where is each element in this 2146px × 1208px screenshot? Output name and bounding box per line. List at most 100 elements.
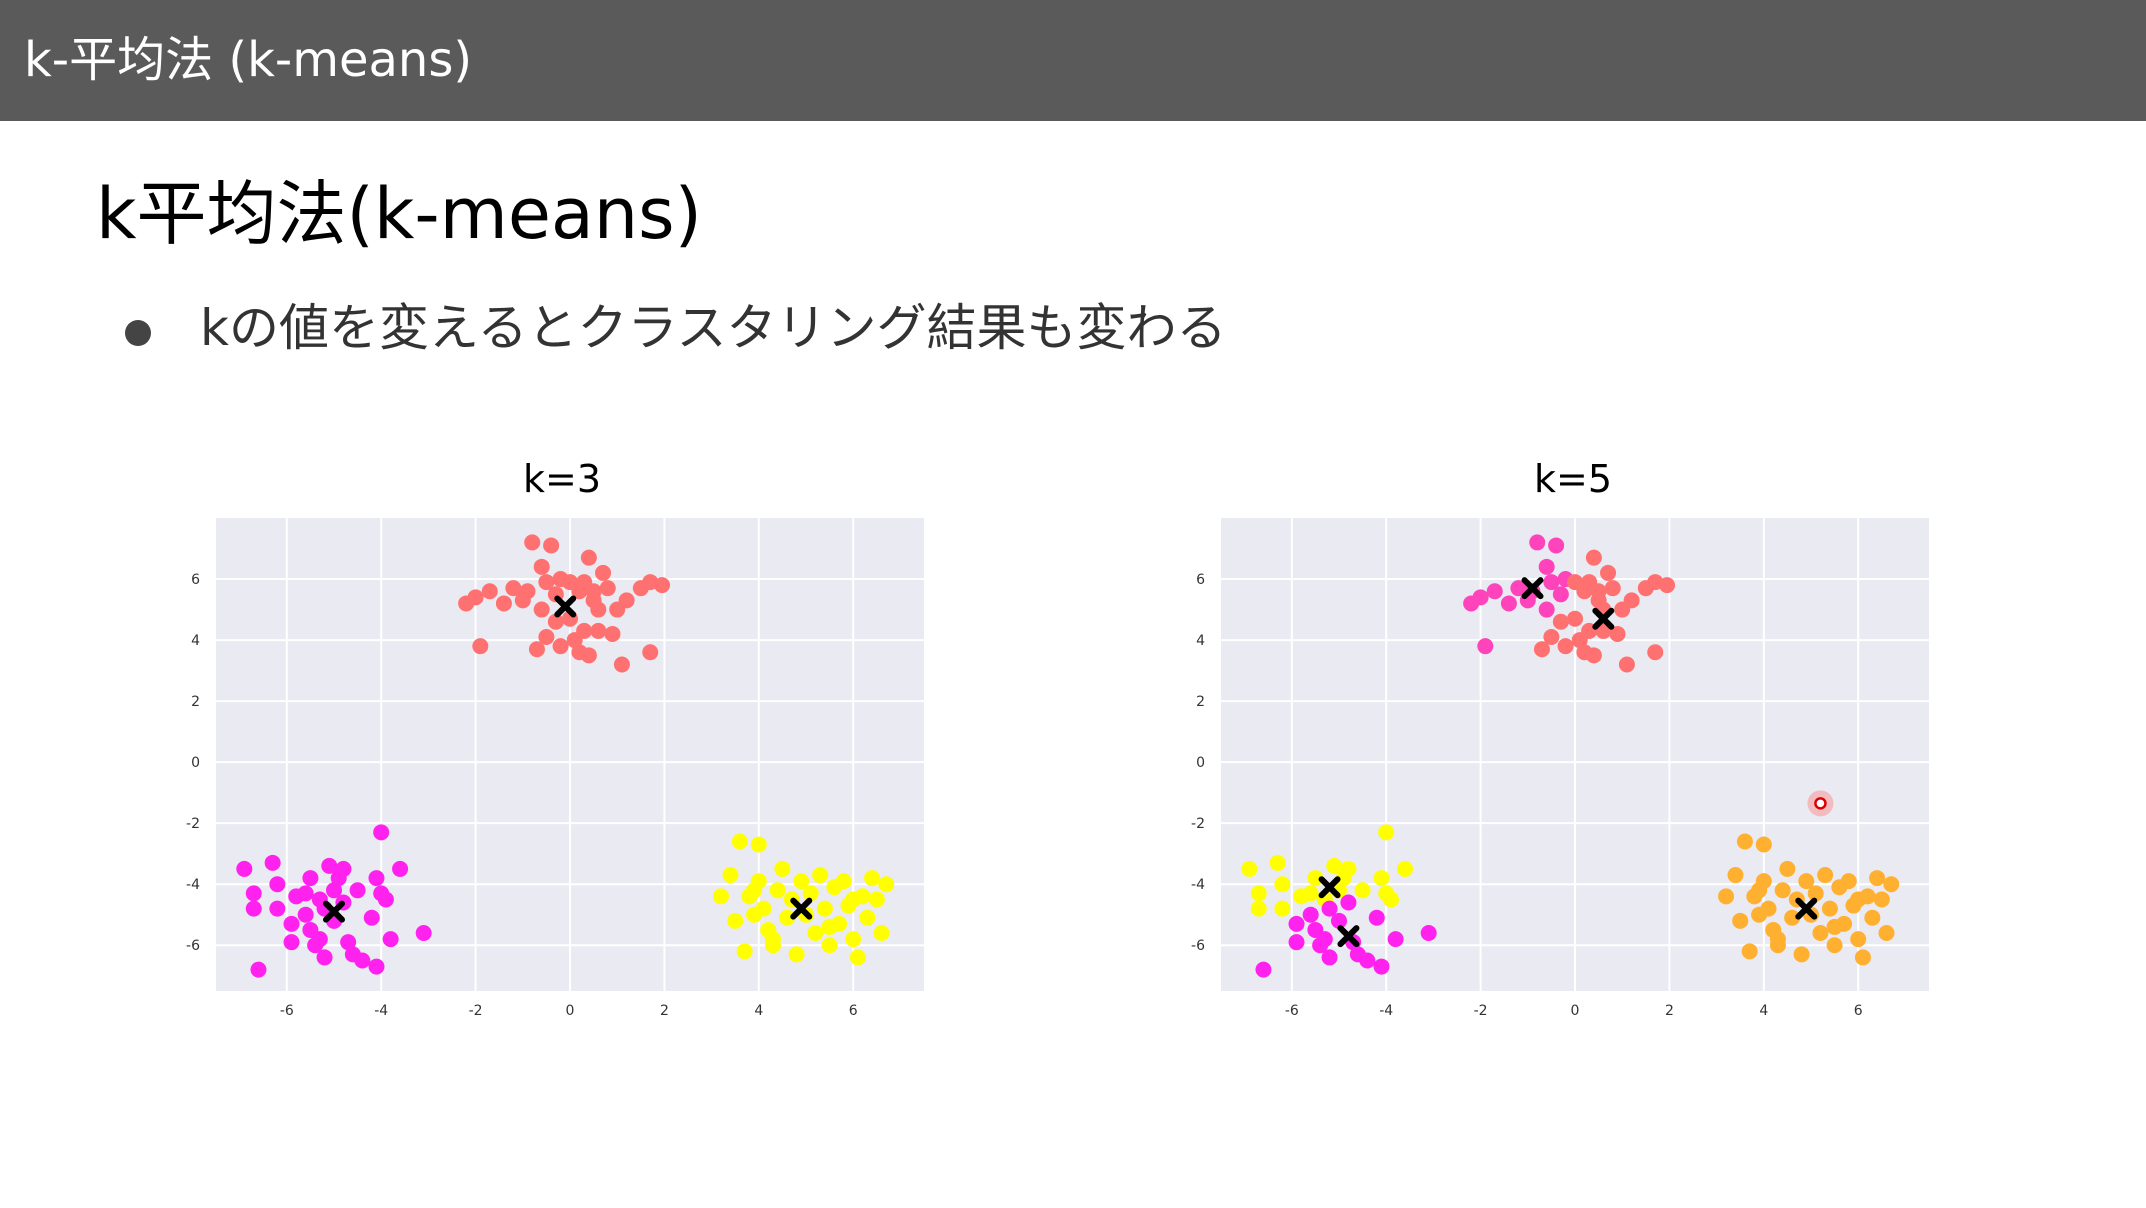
centroids [323,595,813,923]
data-point [382,931,399,948]
x-tick-label: -6 [1285,1003,1299,1019]
centroid-marker [1337,925,1360,948]
y-tick-label: 6 [1196,572,1205,588]
data-point [519,583,536,600]
centroid-marker [1521,577,1544,600]
data-point [1604,580,1621,597]
data-point [654,577,671,594]
data-point [1760,900,1777,917]
data-point [1302,906,1319,923]
data-point [1472,589,1489,606]
data-point [764,931,781,948]
data-point [845,931,862,948]
data-point [245,885,262,902]
chart-title-k3: k=3 [522,457,602,501]
scatter-chart-k5: -6 -4 -2 0 2 4 6 6 4 2 0 -2 -4 -6 [1191,518,1929,1019]
data-point [1609,625,1626,642]
data-point [363,909,380,926]
data-point [807,925,824,942]
data-point [1354,882,1371,899]
centroid-stroke [1318,876,1341,899]
data-point [1854,949,1871,966]
centroid-stroke [1592,607,1615,630]
data-point [1557,638,1574,655]
data-point [1382,891,1399,908]
data-point [368,958,385,975]
data-point [1420,925,1437,942]
data-point [835,873,852,890]
centroid-marker [1318,876,1341,899]
data-point [236,860,253,877]
data-point [1590,583,1607,600]
data-point [1732,912,1749,929]
centroid-stroke [1337,925,1360,948]
data-point [335,860,352,877]
x-tick-label: -4 [1379,1003,1393,1019]
data-point [1873,891,1890,908]
y-tick-label: -4 [1191,877,1205,893]
data-point [779,909,796,926]
data-point [1500,595,1517,612]
data-point [283,915,300,932]
data-point [1840,873,1857,890]
data-points [236,534,895,978]
centroid-stroke [323,900,345,923]
data-point [821,918,838,935]
x-tick-label: 4 [1759,1003,1768,1019]
data-point [859,909,876,926]
data-point [538,629,555,646]
data-point [1878,925,1895,942]
data-point [1718,888,1735,905]
data-point [1543,629,1560,646]
data-point [354,952,371,969]
data-point [580,549,597,566]
data-point [316,949,333,966]
y-tick-label: -2 [186,816,200,832]
y-tick-label: 0 [191,755,200,771]
data-point [264,854,281,871]
data-point [1378,824,1395,841]
data-point [1255,961,1272,978]
data-point [311,931,328,948]
data-point [873,925,890,942]
chart-title-k5: k=5 [1533,457,1613,501]
x-tick-label: 2 [660,1003,669,1019]
data-point [590,601,607,618]
centroids [1318,577,1818,948]
data-point [1850,891,1867,908]
cursor-indicator [1807,790,1834,817]
y-tick-label: 2 [1196,694,1205,710]
data-point [750,836,767,853]
data-point [1548,537,1565,554]
data-point [245,900,262,917]
data-point [302,870,319,887]
data-point [566,632,583,649]
data-point [599,580,616,597]
data-point [1241,860,1258,877]
data-point [269,900,286,917]
data-point [1618,656,1635,673]
y-tick-label: 6 [191,572,200,588]
x-tick-label: 2 [1665,1003,1674,1019]
data-point [505,580,522,597]
centroid-stroke [790,897,813,920]
data-point [1359,952,1376,969]
data-point [552,638,569,655]
data-point [590,622,607,639]
data-point [816,900,833,917]
data-point [321,857,338,874]
data-point [812,867,829,884]
data-point [1288,934,1305,951]
data-point [1321,900,1338,917]
data-point [392,860,409,877]
data-point [1543,574,1560,591]
data-point [864,870,881,887]
data-point [1288,915,1305,932]
data-point [1321,949,1338,966]
data-point [1274,876,1291,893]
data-point [1510,580,1527,597]
y-tick-label: -4 [186,877,200,893]
data-point [1397,860,1414,877]
tick-labels: -6 -4 -2 0 2 4 6 6 4 2 0 -2 -4 -6 [1191,572,1863,1019]
data-point [283,934,300,951]
